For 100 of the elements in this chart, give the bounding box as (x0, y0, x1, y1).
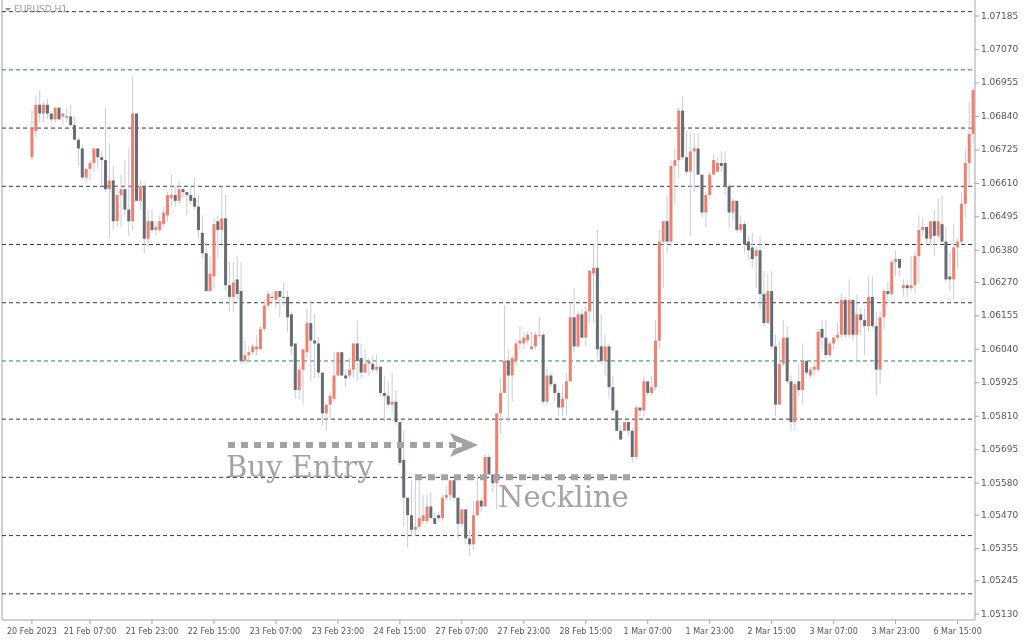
candlestick (743, 220, 747, 254)
candlestick (603, 334, 607, 376)
candlestick (154, 220, 158, 237)
candlestick (196, 194, 200, 240)
x-tick-label: 2 Mar 15:00 (747, 627, 796, 636)
y-tick-label: 1.05130 (981, 608, 1019, 619)
x-tick-label: 27 Feb 23:00 (497, 627, 551, 636)
y-tick-label: 1.06155 (981, 310, 1019, 321)
candlestick (409, 479, 413, 537)
candlestick (173, 185, 177, 208)
y-tick-label: 1.06610 (981, 177, 1019, 188)
candlestick (557, 389, 561, 417)
candlestick (704, 191, 708, 228)
y-tick-label: 1.06955 (981, 77, 1019, 88)
x-tick-label: 6 Mar 15:00 (933, 627, 982, 636)
candlestick (429, 491, 433, 519)
candlestick (863, 308, 867, 356)
candlestick (665, 194, 669, 254)
candlestick (750, 232, 754, 269)
x-tick-label: 20 Feb 2023 (7, 627, 57, 636)
candlestick (561, 383, 565, 417)
x-tick-label: 3 Mar 23:00 (871, 627, 920, 636)
y-tick-label: 1.05925 (981, 377, 1019, 388)
candlestick (332, 351, 336, 403)
candlestick (355, 319, 359, 382)
x-tick-label: 21 Feb 23:00 (125, 627, 179, 636)
candlestick (73, 115, 77, 141)
candlestick (96, 147, 100, 170)
candlestick (688, 133, 692, 237)
candlestick (363, 348, 367, 374)
candlestick (406, 497, 410, 548)
x-tick-label: 21 Feb 07:00 (63, 627, 117, 636)
y-tick-label: 1.07070 (981, 43, 1019, 54)
candlestick (270, 290, 274, 304)
candlestick (855, 293, 859, 362)
candlestick (38, 89, 42, 123)
candlestick (859, 308, 863, 336)
x-tick-label: 27 Feb 07:00 (435, 627, 489, 636)
x-tick-label: 24 Feb 15:00 (373, 627, 427, 636)
candlestick (475, 473, 479, 516)
candlestick (592, 244, 596, 324)
y-tick-label: 1.07185 (981, 10, 1019, 21)
candlestick (708, 171, 712, 199)
candlestick (684, 130, 688, 176)
candlestick (731, 197, 735, 222)
candlestick (262, 299, 266, 333)
candlestick (506, 348, 510, 423)
x-tick-label: 1 Mar 07:00 (623, 627, 672, 636)
y-tick-label: 1.06495 (981, 211, 1019, 222)
y-tick-label: 1.05810 (981, 410, 1019, 421)
y-tick-label: 1.06270 (981, 276, 1019, 287)
candlestick (564, 372, 568, 417)
y-tick-label: 1.06725 (981, 144, 1019, 155)
candlestick (692, 133, 696, 193)
y-tick-label: 1.06840 (981, 110, 1019, 121)
candlestick (390, 372, 394, 414)
candlestick (107, 142, 111, 240)
x-tick-label: 23 Feb 07:00 (249, 627, 303, 636)
annotation: EURUSD,H1 (14, 4, 68, 14)
candlestick (382, 374, 386, 423)
y-tick-label: 1.05580 (981, 477, 1019, 488)
candlestick (193, 177, 197, 211)
candlestick (661, 220, 665, 289)
candlestick (824, 319, 828, 359)
candlestick (45, 98, 49, 120)
candlestick (231, 261, 235, 312)
candlestick (150, 209, 154, 234)
candlestick (499, 377, 503, 435)
candlestick (165, 191, 169, 222)
candlestick (76, 136, 80, 167)
y-tick-label: 1.06040 (981, 343, 1019, 354)
candlestick (220, 185, 224, 246)
candlestick (138, 179, 142, 211)
x-tick-label: 23 Feb 23:00 (311, 627, 365, 636)
candlestick (127, 147, 131, 237)
candlestick (119, 174, 123, 228)
candlestick (274, 290, 278, 310)
y-tick-label: 1.05355 (981, 543, 1019, 554)
candlestick (886, 281, 890, 307)
y-tick-label: 1.05695 (981, 444, 1019, 455)
candlestick (359, 342, 363, 379)
candlestick (227, 261, 231, 312)
candlestick (181, 185, 185, 199)
candlestick (413, 479, 417, 537)
candlestick (278, 290, 282, 318)
candlestick (421, 494, 425, 525)
candlestick (177, 179, 181, 205)
candlestick (146, 209, 150, 248)
annotation: Neckline (498, 480, 629, 515)
y-tick-label: 1.06380 (981, 244, 1019, 255)
candlestick (243, 340, 247, 365)
x-tick-label: 28 Feb 15:00 (559, 627, 613, 636)
candlestick (468, 529, 472, 557)
candlestick (580, 308, 584, 339)
y-tick-label: 1.05470 (981, 509, 1019, 520)
x-tick-label: 22 Feb 15:00 (187, 627, 241, 636)
candlestick (200, 214, 204, 260)
candlestick (650, 374, 654, 397)
annotation: Buy Entry (226, 450, 374, 484)
candlestick (932, 209, 936, 257)
